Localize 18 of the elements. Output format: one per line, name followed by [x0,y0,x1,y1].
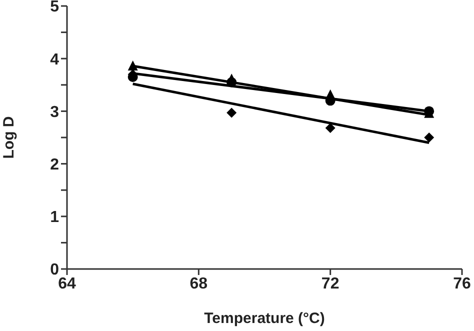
y-axis-title: Log D [0,116,18,159]
point [128,60,138,70]
point [325,123,336,134]
y-tick-label: 0 [50,262,60,279]
x-tick-label: 76 [453,275,471,292]
y-tick-label: 4 [50,51,60,68]
x-axis-title: Temperature (°C) [204,310,325,327]
point [226,108,237,118]
y-tick-label: 1 [50,209,60,226]
y-tick-label: 5 [50,0,60,16]
point [226,77,237,88]
point [424,132,434,142]
x-tick-label: 72 [321,275,340,292]
y-tick-label: 3 [50,104,60,121]
x-tick-label: 68 [190,275,208,292]
point [325,96,336,106]
x-tick-label: 64 [58,275,76,292]
y-tick-label: 2 [50,156,60,174]
